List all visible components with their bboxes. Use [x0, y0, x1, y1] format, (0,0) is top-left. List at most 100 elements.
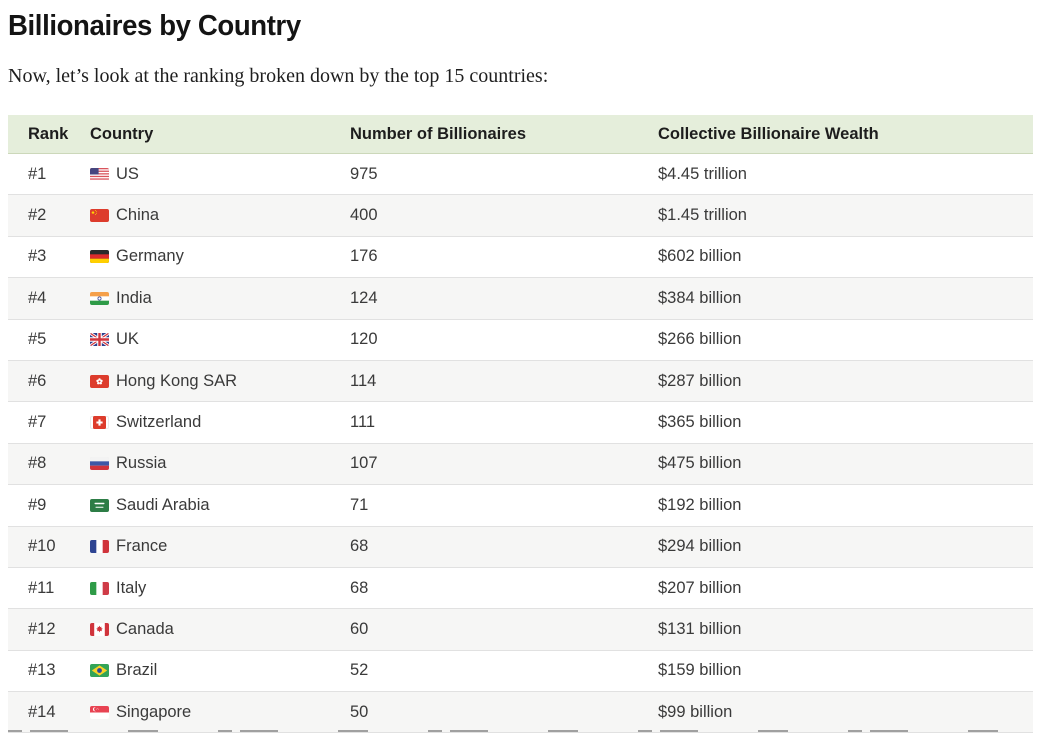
country-name: UK — [116, 330, 139, 349]
country-name: US — [116, 164, 139, 183]
header-billionaires: Number of Billionaires — [350, 124, 527, 143]
wealth-cell: $1.45 trillion — [658, 206, 747, 225]
billionaires-by-country-table: Rank Country Number of Billionaires Coll… — [8, 115, 1033, 733]
country-name: Brazil — [116, 661, 158, 680]
table-row: #9 Saudi Arabia 71 $192 billion — [8, 485, 1033, 527]
country-name: Switzerland — [116, 413, 202, 432]
hk-flag-icon — [90, 374, 109, 388]
rank-cell: #1 — [28, 164, 47, 183]
country-cell: Brazil — [90, 661, 350, 680]
country-cell: UK — [90, 330, 350, 349]
wealth-cell: $4.45 trillion — [658, 164, 747, 183]
gb-flag-icon — [90, 333, 109, 347]
country-name: Saudi Arabia — [116, 495, 210, 514]
billionaire-count-cell: 111 — [350, 413, 376, 432]
br-flag-icon — [90, 664, 109, 678]
rank-cell: #12 — [28, 619, 56, 638]
country-cell: Singapore — [90, 703, 350, 722]
table-row: #10 France 68 $294 billion — [8, 526, 1033, 568]
header-rank: Rank — [28, 124, 69, 143]
ru-flag-icon — [90, 457, 109, 471]
table-body: #1 US 975 $4.45 trillion #2 China 400 $1… — [8, 154, 1033, 733]
sa-flag-icon — [90, 498, 109, 512]
billionaire-count-cell: 68 — [350, 578, 369, 597]
billionaire-count-cell: 50 — [350, 702, 369, 721]
billionaire-count-cell: 71 — [350, 495, 369, 514]
in-flag-icon — [90, 291, 109, 305]
rank-cell: #6 — [28, 371, 47, 390]
rank-cell: #13 — [28, 661, 56, 680]
page-title: Billionaires by Country — [8, 10, 301, 42]
rank-cell: #3 — [28, 247, 47, 266]
wealth-cell: $159 billion — [658, 661, 742, 680]
rank-cell: #4 — [28, 288, 47, 307]
table-row: #12 Canada 60 $131 billion — [8, 609, 1033, 651]
billionaire-count-cell: 52 — [350, 661, 369, 680]
fr-flag-icon — [90, 540, 109, 554]
ch-flag-icon — [90, 416, 109, 430]
country-cell: Italy — [90, 579, 350, 598]
billionaire-count-cell: 60 — [350, 619, 369, 638]
table-row: #14 Singapore 50 $99 billion — [8, 692, 1033, 733]
country-name: Germany — [116, 247, 184, 266]
wealth-cell: $192 billion — [658, 495, 742, 514]
rank-cell: #14 — [28, 702, 56, 721]
cn-flag-icon — [90, 209, 109, 223]
table-header-row: Rank Country Number of Billionaires Coll… — [8, 115, 1033, 154]
rank-cell: #7 — [28, 413, 47, 432]
header-country: Country — [90, 124, 154, 143]
billionaire-count-cell: 400 — [350, 206, 378, 225]
country-name: China — [116, 206, 160, 225]
cutoff-next-row-edge — [8, 730, 1033, 732]
table-row: #13 Brazil 52 $159 billion — [8, 650, 1033, 693]
table-row: #1 US 975 $4.45 trillion — [8, 154, 1033, 196]
country-cell: US — [90, 165, 350, 184]
rank-cell: #10 — [28, 537, 56, 556]
billionaire-count-cell: 120 — [350, 330, 378, 349]
table-row: #7 Switzerland 111 $365 billion — [8, 402, 1033, 444]
country-cell: Canada — [90, 620, 350, 639]
table-row: #6 Hong Kong SAR 114 $287 billion — [8, 360, 1033, 403]
country-name: France — [116, 537, 168, 556]
wealth-cell: $475 billion — [658, 454, 742, 473]
wealth-cell: $131 billion — [658, 619, 742, 638]
it-flag-icon — [90, 581, 109, 595]
country-cell: Russia — [90, 454, 350, 473]
country-name: Italy — [116, 578, 147, 597]
wealth-cell: $602 billion — [658, 247, 742, 266]
billionaire-count-cell: 107 — [350, 454, 378, 473]
country-cell: Saudi Arabia — [90, 496, 350, 515]
wealth-cell: $99 billion — [658, 702, 733, 721]
table-row: #4 India 124 $384 billion — [8, 278, 1033, 320]
ca-flag-icon — [90, 622, 109, 636]
us-flag-icon — [90, 167, 109, 181]
wealth-cell: $287 billion — [658, 371, 742, 390]
wealth-cell: $207 billion — [658, 578, 742, 597]
billionaire-count-cell: 176 — [350, 247, 378, 266]
country-name: Canada — [116, 619, 174, 638]
wealth-cell: $365 billion — [658, 413, 742, 432]
country-cell: France — [90, 537, 350, 556]
country-cell: China — [90, 206, 350, 225]
sg-flag-icon — [90, 705, 109, 719]
country-cell: Hong Kong SAR — [90, 372, 350, 391]
billionaire-count-cell: 975 — [350, 164, 378, 183]
country-name: India — [116, 288, 152, 307]
country-cell: Switzerland — [90, 413, 350, 432]
table-row: #3 Germany 176 $602 billion — [8, 236, 1033, 279]
rank-cell: #8 — [28, 454, 47, 473]
page-subtitle: Now, let’s look at the ranking broken do… — [8, 65, 549, 87]
table-row: #8 Russia 107 $475 billion — [8, 443, 1033, 486]
wealth-cell: $294 billion — [658, 537, 742, 556]
country-cell: Germany — [90, 247, 350, 266]
de-flag-icon — [90, 250, 109, 264]
billionaire-count-cell: 68 — [350, 537, 369, 556]
wealth-cell: $384 billion — [658, 288, 742, 307]
country-cell: India — [90, 289, 350, 308]
billionaire-count-cell: 124 — [350, 288, 378, 307]
header-wealth: Collective Billionaire Wealth — [658, 124, 879, 143]
table-row: #5 UK 120 $266 billion — [8, 319, 1033, 361]
rank-cell: #5 — [28, 330, 47, 349]
country-name: Hong Kong SAR — [116, 371, 238, 390]
